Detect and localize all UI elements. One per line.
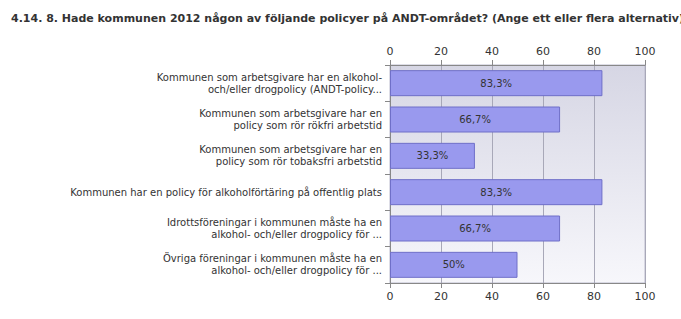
svg-text:100: 100 — [635, 45, 656, 58]
svg-text:100: 100 — [635, 290, 656, 303]
svg-text:Kommunen som arbetsgivare har: Kommunen som arbetsgivare har en — [199, 144, 382, 155]
svg-text:Kommunen har en policy för alk: Kommunen har en policy för alkoholförtär… — [70, 186, 382, 198]
svg-text:policy som rör rökfri arbetsti: policy som rör rökfri arbetstid — [234, 120, 382, 131]
svg-text:4.14. 8. Hade kommunen 2012 nå: 4.14. 8. Hade kommunen 2012 någon av föl… — [11, 12, 681, 25]
svg-text:60: 60 — [536, 45, 550, 58]
svg-text:50%: 50% — [443, 259, 465, 270]
svg-text:33,3%: 33,3% — [417, 150, 449, 161]
svg-text:Kommunen som arbetsgivare har: Kommunen som arbetsgivare har en — [199, 108, 382, 119]
svg-text:Kommunen som arbetsgivare har: Kommunen som arbetsgivare har en alkohol… — [157, 72, 383, 83]
svg-text:66,7%: 66,7% — [459, 223, 491, 234]
svg-text:0: 0 — [387, 45, 394, 58]
svg-text:20: 20 — [434, 290, 448, 303]
svg-text:40: 40 — [485, 290, 499, 303]
svg-text:80: 80 — [587, 45, 601, 58]
svg-text:20: 20 — [434, 45, 448, 58]
svg-text:Idrottsföreningar i kommunen m: Idrottsföreningar i kommunen måste ha en — [167, 216, 382, 228]
svg-text:83,3%: 83,3% — [480, 187, 512, 198]
svg-text:policy som rör tobaksfri arbet: policy som rör tobaksfri arbetstid — [216, 156, 382, 167]
svg-text:0: 0 — [387, 290, 394, 303]
svg-text:83,3%: 83,3% — [480, 78, 512, 89]
svg-text:och/eller drogpolicy (ANDT-pol: och/eller drogpolicy (ANDT-policy... — [208, 84, 382, 95]
svg-text:40: 40 — [485, 45, 499, 58]
svg-text:60: 60 — [536, 290, 550, 303]
svg-text:alkohol- och/eller drogpolicy: alkohol- och/eller drogpolicy för ... — [211, 265, 382, 276]
svg-text:80: 80 — [587, 290, 601, 303]
svg-text:alkohol- och/eller drogpolicy: alkohol- och/eller drogpolicy för ... — [211, 229, 382, 240]
svg-text:66,7%: 66,7% — [459, 114, 491, 125]
svg-text:Övriga föreningar i kommunen m: Övriga föreningar i kommunen måste ha en — [163, 252, 382, 264]
